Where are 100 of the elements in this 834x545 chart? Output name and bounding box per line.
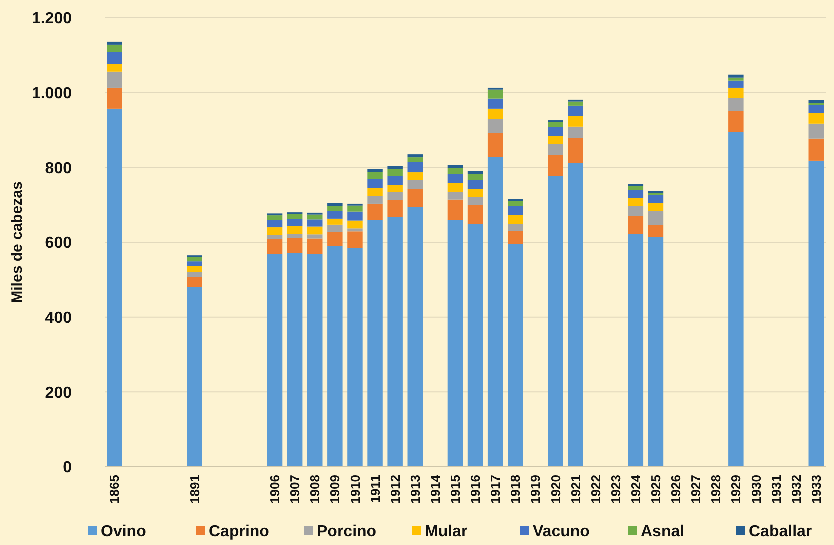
x-tick-label: 1927 — [688, 475, 704, 504]
bar — [388, 166, 403, 170]
bar — [267, 228, 283, 236]
bar — [728, 80, 744, 88]
x-tick-label: 1915 — [448, 475, 464, 504]
legend-label: Asnal — [641, 524, 685, 541]
bar — [308, 214, 323, 220]
legend-label: Porcino — [317, 524, 377, 541]
bar — [328, 224, 343, 232]
bar — [648, 203, 664, 212]
bar — [548, 144, 564, 156]
y-tick-label: 0 — [63, 460, 72, 477]
x-tick-label: 1924 — [628, 474, 644, 504]
bar — [648, 225, 664, 238]
x-tick-label: 1916 — [468, 475, 484, 504]
x-tick-label: 1917 — [488, 475, 504, 504]
y-axis-title: Miles de cabezas — [9, 182, 26, 304]
bar — [508, 201, 524, 206]
bar — [568, 102, 584, 106]
x-tick-label: 1922 — [588, 475, 604, 504]
bar — [107, 44, 122, 52]
bar — [488, 98, 504, 109]
x-tick-label: 1911 — [368, 475, 383, 504]
bar — [468, 189, 484, 198]
bar — [488, 108, 504, 120]
bar — [388, 176, 403, 186]
bar — [468, 197, 484, 206]
bar — [348, 220, 363, 229]
bar — [808, 138, 824, 161]
bar — [468, 205, 484, 224]
bar — [488, 133, 504, 158]
bar — [488, 157, 504, 467]
bar — [628, 198, 644, 206]
bar — [728, 88, 744, 98]
bar — [388, 185, 403, 192]
bar — [368, 204, 383, 220]
y-tick-label: 400 — [45, 310, 72, 327]
legend-label: Vacuno — [533, 524, 590, 541]
bar — [328, 232, 343, 246]
bar — [308, 220, 323, 227]
bar — [508, 224, 524, 232]
bar — [648, 237, 664, 467]
x-tick-label: 1925 — [648, 475, 664, 504]
bar — [287, 226, 303, 234]
x-tick-label: 1908 — [308, 475, 323, 504]
bar — [808, 100, 824, 104]
x-tick-label: 1931 — [768, 475, 784, 504]
bar — [628, 216, 644, 234]
bar — [548, 176, 564, 467]
bar — [107, 52, 122, 64]
bar — [468, 174, 484, 180]
bar — [468, 224, 484, 467]
y-tick-label: 600 — [45, 235, 72, 252]
bar — [187, 266, 202, 272]
x-tick-label: 1932 — [788, 475, 804, 504]
bar — [328, 246, 343, 467]
bar — [187, 262, 202, 266]
bar — [548, 122, 564, 128]
bar — [287, 234, 303, 238]
bar — [568, 163, 584, 467]
bar — [107, 72, 122, 88]
legend-label: Mular — [425, 524, 468, 541]
bar — [388, 169, 403, 176]
bar — [568, 138, 584, 164]
bar — [408, 154, 423, 158]
bar — [187, 287, 202, 467]
x-tick-label: 1918 — [508, 475, 524, 504]
bar — [107, 42, 122, 45]
bar — [448, 220, 464, 467]
bar — [568, 116, 584, 127]
x-tick-label: 1865 — [107, 475, 122, 504]
bar — [728, 132, 744, 467]
bar — [568, 106, 584, 116]
bar — [308, 254, 323, 467]
x-tick-label: 1891 — [187, 475, 202, 504]
bar — [448, 183, 464, 192]
bar — [368, 169, 383, 172]
bar — [287, 219, 303, 226]
bar — [628, 190, 644, 198]
bar — [308, 234, 323, 239]
bar — [187, 257, 202, 262]
bar — [728, 74, 744, 78]
bar — [728, 78, 744, 81]
bar — [548, 136, 564, 144]
bar — [468, 171, 484, 174]
bar — [468, 180, 484, 190]
bar — [328, 203, 343, 206]
bar — [808, 105, 824, 114]
bar — [187, 272, 202, 278]
bar — [348, 206, 363, 212]
bar — [368, 220, 383, 467]
x-tick-label: 1913 — [408, 475, 423, 504]
bar — [808, 160, 824, 467]
bar — [648, 194, 664, 204]
x-tick-label: 1923 — [608, 475, 624, 504]
bar — [408, 189, 423, 208]
bar — [408, 162, 423, 173]
x-tick-label: 1910 — [348, 475, 363, 504]
bar — [368, 179, 383, 188]
bar — [267, 240, 283, 254]
